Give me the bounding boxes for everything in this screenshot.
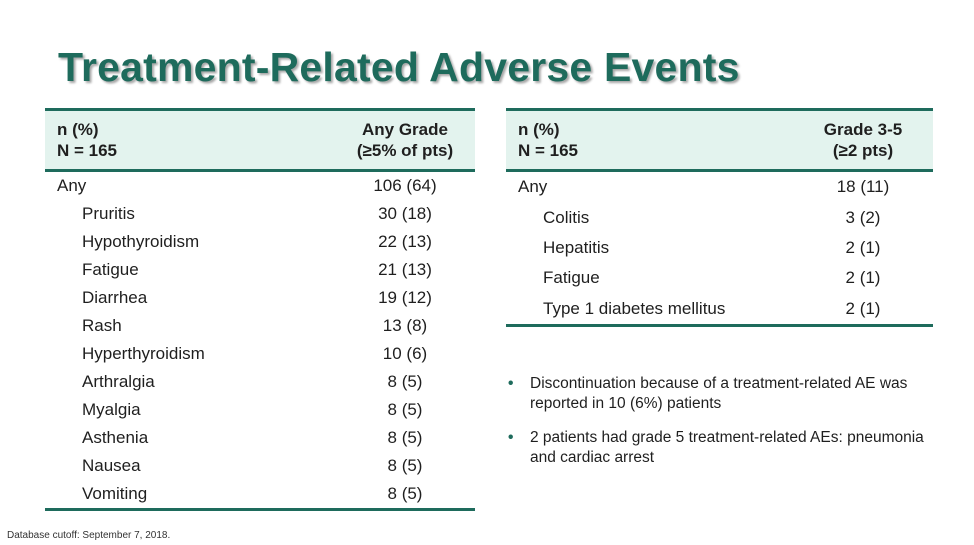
- table-header-row: n (%) N = 165 Any Grade (≥5% of pts): [45, 109, 475, 171]
- table-row: Any 18 (11): [506, 171, 933, 203]
- row-value: 106 (64): [373, 176, 437, 195]
- row-value: 8 (5): [387, 372, 423, 391]
- header-grade-line2: (≥2 pts): [832, 141, 894, 160]
- header-n-line2: N = 165: [57, 141, 118, 160]
- table-row: Any 106 (64): [45, 171, 475, 201]
- list-item: • 2 patients had grade 5 treatment-relat…: [504, 428, 934, 468]
- row-value: 18 (11): [836, 177, 890, 197]
- bullet-text: 2 patients had grade 5 treatment-related…: [530, 429, 924, 466]
- row-label: Any: [518, 177, 548, 197]
- header-n-line2: N = 165: [518, 141, 579, 160]
- row-value: 2 (1): [845, 237, 881, 257]
- table-row: Fatigue 21 (13): [45, 256, 475, 284]
- row-value: 13 (8): [382, 316, 428, 335]
- header-n-label: n (%) N = 165: [506, 109, 793, 171]
- header-n-label: n (%) N = 165: [45, 109, 335, 171]
- table-row: Fatigue 2 (1): [506, 263, 933, 293]
- table-row: Diarrhea 19 (12): [45, 284, 475, 312]
- row-label: Type 1 diabetes mellitus: [543, 298, 726, 318]
- row-value: 8 (5): [387, 484, 423, 503]
- table-row: Colitis 3 (2): [506, 202, 933, 232]
- row-value: 8 (5): [387, 456, 423, 475]
- row-label: Asthenia: [82, 428, 149, 447]
- header-grade-3-5: Grade 3-5 (≥2 pts): [793, 109, 933, 171]
- row-label: Vomiting: [82, 484, 148, 503]
- bullet-text: Discontinuation because of a treatment-r…: [530, 375, 908, 412]
- row-value: 2 (1): [845, 298, 881, 318]
- table-row: Hyperthyroidism 10 (6): [45, 340, 475, 368]
- table-row: Type 1 diabetes mellitus 2 (1): [506, 294, 933, 326]
- row-value: 3 (2): [845, 207, 881, 227]
- row-label: Hyperthyroidism: [82, 344, 205, 363]
- notes-list: • Discontinuation because of a treatment…: [504, 374, 934, 482]
- row-value: 2 (1): [845, 268, 881, 288]
- row-label: Fatigue: [82, 260, 139, 279]
- header-grade-line1: Any Grade: [362, 120, 448, 139]
- table-row: Rash 13 (8): [45, 312, 475, 340]
- header-n-line1: n (%): [518, 120, 560, 139]
- row-label: Pruritis: [82, 204, 135, 223]
- bullet-icon: •: [508, 429, 514, 446]
- bullet-icon: •: [508, 375, 514, 392]
- table-row: Hepatitis 2 (1): [506, 233, 933, 263]
- row-label: Any: [57, 176, 87, 195]
- row-label: Rash: [82, 316, 122, 335]
- table-row: Pruritis 30 (18): [45, 200, 475, 228]
- row-value: 8 (5): [387, 400, 423, 419]
- table-header-row: n (%) N = 165 Grade 3-5 (≥2 pts): [506, 109, 933, 171]
- footnote: Database cutoff: September 7, 2018.: [7, 530, 171, 541]
- row-value: 10 (6): [382, 344, 428, 363]
- header-grade-line2: (≥5% of pts): [356, 141, 454, 160]
- row-value: 30 (18): [378, 204, 432, 223]
- table-row: Myalgia 8 (5): [45, 396, 475, 424]
- row-label: Hypothyroidism: [82, 232, 200, 251]
- table-row: Asthenia 8 (5): [45, 424, 475, 452]
- any-grade-table: n (%) N = 165 Any Grade (≥5% of pts) Any…: [45, 108, 475, 511]
- row-label: Fatigue: [543, 268, 600, 288]
- table-row: Hypothyroidism 22 (13): [45, 228, 475, 256]
- table-row: Vomiting 8 (5): [45, 480, 475, 510]
- row-label: Diarrhea: [82, 288, 148, 307]
- row-label: Arthralgia: [82, 372, 155, 391]
- row-label: Myalgia: [82, 400, 141, 419]
- row-label: Nausea: [82, 456, 141, 475]
- grade-3-5-table: n (%) N = 165 Grade 3-5 (≥2 pts) Any 18 (…: [506, 108, 933, 327]
- header-n-line1: n (%): [57, 120, 99, 139]
- row-label: Hepatitis: [543, 237, 610, 257]
- row-value: 8 (5): [387, 428, 423, 447]
- header-grade-line1: Grade 3-5: [823, 120, 903, 139]
- header-any-grade: Any Grade (≥5% of pts): [335, 109, 475, 171]
- row-value: 19 (12): [378, 288, 432, 307]
- table-row: Arthralgia 8 (5): [45, 368, 475, 396]
- row-value: 21 (13): [378, 260, 432, 279]
- row-value: 22 (13): [378, 232, 432, 251]
- page-title: Treatment-Related Adverse Events: [58, 44, 740, 90]
- table-row: Nausea 8 (5): [45, 452, 475, 480]
- row-label: Colitis: [543, 207, 590, 227]
- list-item: • Discontinuation because of a treatment…: [504, 374, 934, 414]
